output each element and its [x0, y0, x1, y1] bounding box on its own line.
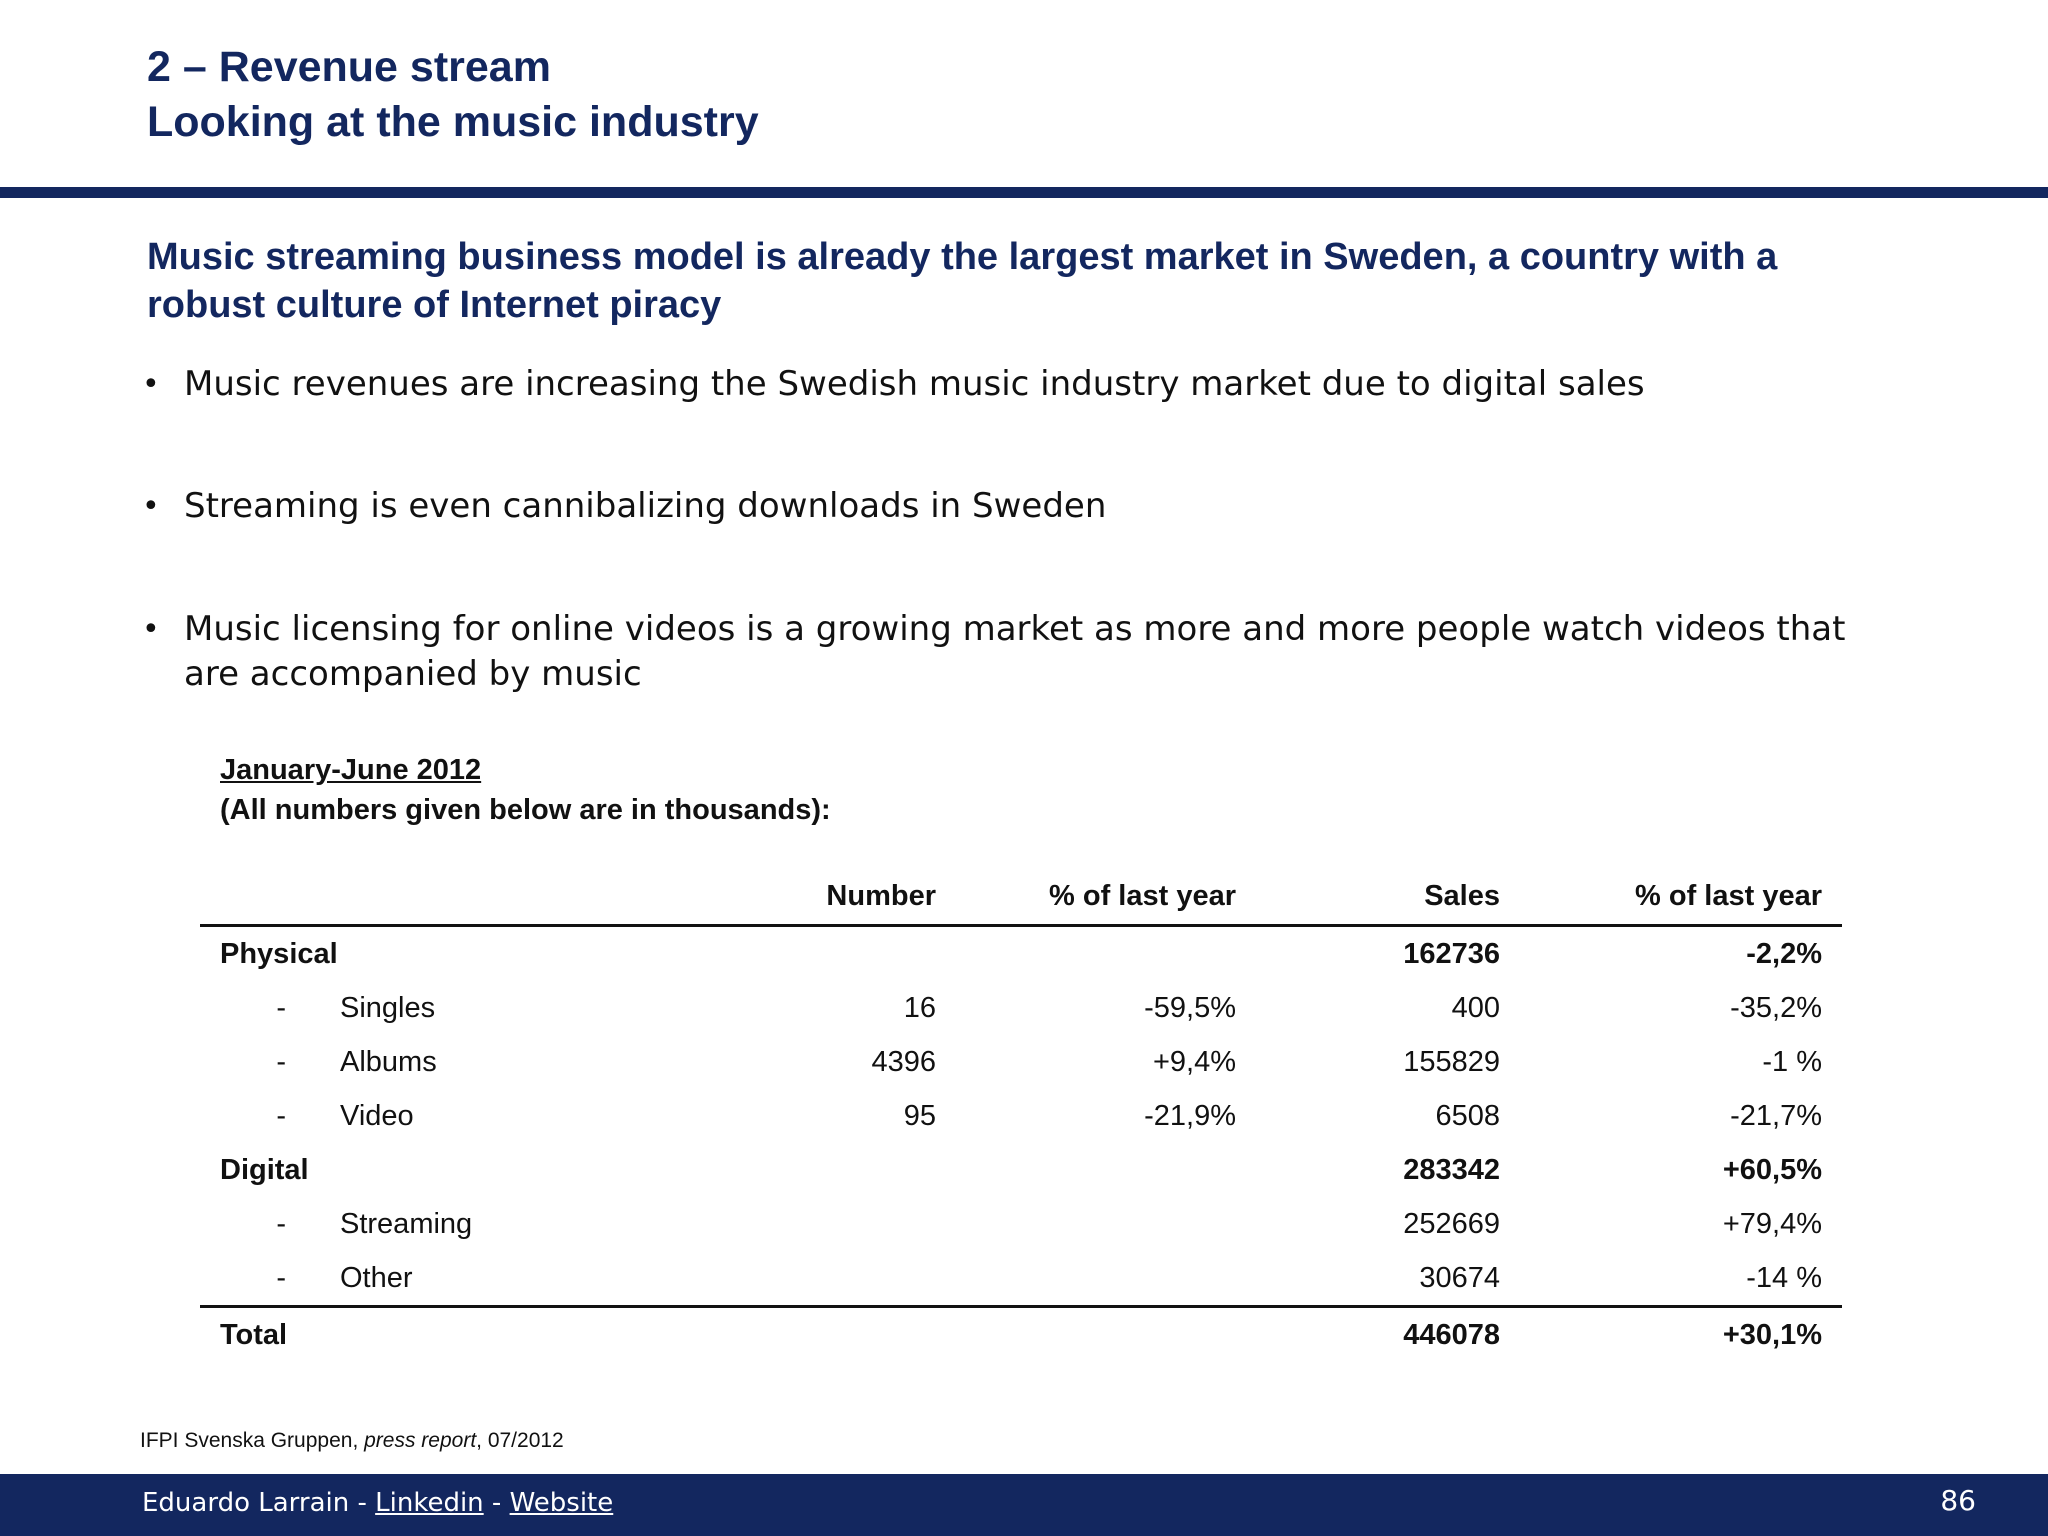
- footer-separator: -: [483, 1488, 510, 1518]
- row-label: Singles: [340, 991, 436, 1024]
- table-row-video: - Video 95 -21,9% 6508 -21,7%: [200, 1089, 1842, 1143]
- cell-pct-sales: +79,4%: [1722, 1207, 1822, 1240]
- cell-sales: 155829: [1403, 1045, 1500, 1078]
- row-label: Other: [340, 1261, 413, 1294]
- slide-title: 2 – Revenue stream Looking at the music …: [147, 40, 759, 150]
- row-dash: -: [276, 1099, 286, 1132]
- table-period: January-June 2012: [220, 754, 482, 786]
- table-heading: January-June 2012 (All numbers given bel…: [200, 750, 1850, 830]
- row-label: Digital: [220, 1153, 309, 1186]
- cell-pct-number: [936, 926, 1236, 982]
- cell-number: 4396: [871, 1045, 936, 1078]
- row-label: Total: [220, 1318, 288, 1351]
- cell-pct-number: [936, 1307, 1236, 1363]
- table-row-streaming: - Streaming 252669 +79,4%: [200, 1197, 1842, 1251]
- row-dash: -: [276, 991, 286, 1024]
- bullet-item: • Streaming is even cannibalizing downlo…: [140, 484, 1106, 529]
- cell-sales: 252669: [1403, 1207, 1500, 1240]
- bullet-icon: •: [142, 612, 160, 647]
- cell-number: [600, 1197, 936, 1251]
- cell-number: [600, 1143, 936, 1197]
- table-row-albums: - Albums 4396 +9,4% 155829 -1 %: [200, 1035, 1842, 1089]
- cell-pct-number: [936, 1197, 1236, 1251]
- source-doc: press report: [364, 1429, 477, 1452]
- bullet-icon: •: [142, 367, 160, 402]
- cell-pct-number: [936, 1251, 1236, 1307]
- cell-pct-number: [936, 1143, 1236, 1197]
- bullet-text: Streaming is even cannibalizing download…: [184, 486, 1107, 526]
- cell-pct-sales: +60,5%: [1722, 1153, 1822, 1186]
- cell-sales: 446078: [1403, 1318, 1500, 1351]
- slide-title-line2: Looking at the music industry: [147, 98, 759, 146]
- source-date: , 07/2012: [476, 1429, 564, 1452]
- footer-author: Eduardo Larrain -: [142, 1488, 376, 1518]
- source-citation: IFPI Svenska Gruppen, press report, 07/2…: [140, 1429, 564, 1453]
- bullet-item: • Music licensing for online videos is a…: [140, 607, 1870, 697]
- table-row-total: Total 446078 +30,1%: [200, 1306, 1842, 1363]
- table-header-row: Number % of last year Sales % of last ye…: [200, 868, 1842, 926]
- row-dash: -: [276, 1207, 286, 1240]
- row-label: Albums: [340, 1045, 437, 1078]
- footer-bar: Eduardo Larrain - Linkedin - Website 86: [0, 1474, 2048, 1536]
- row-dash: -: [276, 1261, 286, 1294]
- cell-sales: 6508: [1435, 1099, 1500, 1132]
- cell-pct-sales: -1 %: [1762, 1045, 1822, 1078]
- cell-number: [600, 1251, 936, 1307]
- row-label: Physical: [220, 937, 338, 970]
- cell-pct-sales: -35,2%: [1730, 991, 1822, 1024]
- footer-credits: Eduardo Larrain - Linkedin - Website: [142, 1488, 613, 1518]
- row-dash: -: [276, 1045, 286, 1078]
- bullet-icon: •: [142, 489, 160, 524]
- cell-pct-sales: -2,2%: [1746, 937, 1822, 970]
- row-label: Streaming: [340, 1207, 473, 1240]
- col-header-sales: Sales: [1424, 879, 1500, 912]
- sales-table: Number % of last year Sales % of last ye…: [200, 868, 1842, 1362]
- cell-pct-number: +9,4%: [1152, 1045, 1236, 1078]
- bullet-item: • Music revenues are increasing the Swed…: [140, 362, 1645, 407]
- cell-pct-sales: -14 %: [1746, 1261, 1822, 1294]
- header-divider: [0, 187, 2048, 198]
- col-header-number: Number: [826, 879, 936, 912]
- table-row-physical: Physical 162736 -2,2%: [200, 926, 1842, 982]
- cell-number: 16: [903, 991, 936, 1024]
- cell-number: 95: [903, 1099, 936, 1132]
- cell-sales: 30674: [1419, 1261, 1500, 1294]
- cell-sales: 162736: [1403, 937, 1500, 970]
- website-link[interactable]: Website: [509, 1488, 614, 1518]
- bullet-text: Music revenues are increasing the Swedis…: [184, 364, 1645, 404]
- row-label: Video: [340, 1099, 414, 1132]
- cell-pct-number: -21,9%: [1144, 1099, 1236, 1132]
- table-unit-note: (All numbers given below are in thousand…: [220, 794, 831, 826]
- cell-sales: 400: [1451, 991, 1500, 1024]
- col-header-pct-number: % of last year: [1049, 879, 1236, 912]
- cell-pct-sales: -21,7%: [1730, 1099, 1822, 1132]
- table-row-singles: - Singles 16 -59,5% 400 -35,2%: [200, 981, 1842, 1035]
- cell-sales: 283342: [1403, 1153, 1500, 1186]
- table-row-digital: Digital 283342 +60,5%: [200, 1143, 1842, 1197]
- cell-pct-number: -59,5%: [1144, 991, 1236, 1024]
- cell-number: [600, 926, 936, 982]
- slide-subtitle: Music streaming business model is alread…: [147, 236, 1778, 326]
- cell-number: [600, 1307, 936, 1363]
- table-row-other: - Other 30674 -14 %: [200, 1251, 1842, 1307]
- col-header-pct-sales: % of last year: [1635, 879, 1822, 912]
- cell-pct-sales: +30,1%: [1722, 1318, 1822, 1351]
- bullet-text: Music licensing for online videos is a g…: [184, 609, 1846, 694]
- linkedin-link[interactable]: Linkedin: [375, 1488, 484, 1518]
- source-org: IFPI Svenska Gruppen,: [140, 1429, 365, 1452]
- slide-title-line1: 2 – Revenue stream: [147, 43, 551, 91]
- sales-table-block: January-June 2012 (All numbers given bel…: [200, 750, 1850, 1351]
- page-number: 86: [1940, 1484, 1976, 1517]
